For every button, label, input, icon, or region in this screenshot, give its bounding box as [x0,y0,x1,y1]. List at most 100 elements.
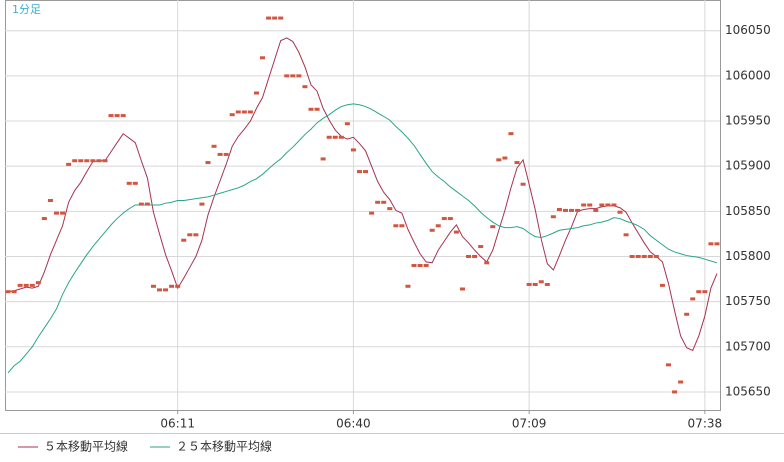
price-mark [423,264,429,268]
price-mark [526,282,532,286]
x-tick-label: 06:40 [336,417,371,431]
y-tick-label: 105800 [725,249,771,263]
price-mark [641,254,647,258]
price-mark [417,264,423,268]
price-mark [205,161,211,165]
price-mark [520,182,526,186]
price-mark [356,170,362,174]
price-mark [690,297,696,301]
price-mark [387,207,393,211]
price-mark [550,215,556,219]
price-mark [484,261,490,265]
price-mark [514,161,520,165]
price-mark [369,211,375,215]
price-mark [350,148,356,152]
price-mark [114,114,120,118]
legend-label: ２５本移動平均線 [176,439,272,454]
price-mark [635,254,641,258]
price-mark [617,210,623,214]
price-mark [544,282,550,286]
price-mark [659,283,665,287]
price-mark [447,217,453,221]
y-tick-label: 105850 [725,204,771,218]
price-mark [665,363,671,367]
price-mark [647,254,653,258]
y-tick-label: 105650 [725,384,771,398]
price-mark [54,211,60,215]
price-mark [308,107,314,111]
y-tick-label: 105900 [725,159,771,173]
price-mark [381,200,387,204]
price-mark [199,202,205,206]
price-mark [435,224,441,228]
price-mark [17,283,23,287]
price-mark [296,74,302,78]
price-mark [66,162,72,166]
price-mark [684,312,690,316]
price-mark [72,159,78,163]
price-mark [653,254,659,258]
price-mark [441,217,447,221]
price-mark [375,200,381,204]
price-mark [217,152,223,156]
price-mark [556,208,562,212]
price-mark [132,181,138,185]
plot-frame [5,0,721,411]
price-mark [332,135,338,139]
price-mark [175,284,181,288]
price-mark [169,284,175,288]
price-mark [399,224,405,228]
y-tick-label: 105700 [725,339,771,353]
price-mark [478,245,484,249]
price-mark [150,284,156,288]
moving-average-line [7,103,718,374]
price-mark [144,202,150,206]
price-mark [241,110,247,114]
x-tick-label: 07:09 [512,417,547,431]
price-mark [157,288,163,292]
x-tick-label: 07:38 [688,417,723,431]
price-mark [672,390,678,394]
price-mark [599,203,605,207]
price-mark [496,158,502,162]
price-mark [587,203,593,207]
price-mark [47,198,53,202]
price-mark [314,107,320,111]
price-mark [5,290,11,294]
price-mark [714,242,720,246]
price-mark [708,242,714,246]
y-tick-label: 105750 [725,294,771,308]
price-mark [108,114,114,118]
price-mark [678,380,684,384]
price-mark [459,287,465,291]
price-mark [344,122,350,126]
legend-label: ５本移動平均線 [44,439,128,454]
price-mark [126,181,132,185]
price-mark [696,290,702,294]
price-mark [581,203,587,207]
price-mark [247,110,253,114]
price-mark [338,135,344,139]
price-mark [575,208,581,212]
price-mark [508,132,514,136]
price-mark [78,159,84,163]
price-mark [490,225,496,229]
price-mark [102,159,108,163]
chart-title: 1分足 [12,3,41,16]
price-mark [11,290,17,294]
price-mark [702,290,708,294]
price-mark [90,159,96,163]
price-mark [393,224,399,228]
price-mark [84,159,90,163]
price-mark [223,152,229,156]
price-mark [538,280,544,284]
price-mark [429,228,435,232]
price-mark [326,135,332,139]
price-mark [320,157,326,161]
price-mark [623,233,629,237]
price-mark [253,91,259,95]
price-mark [611,203,617,207]
price-mark [260,56,266,60]
